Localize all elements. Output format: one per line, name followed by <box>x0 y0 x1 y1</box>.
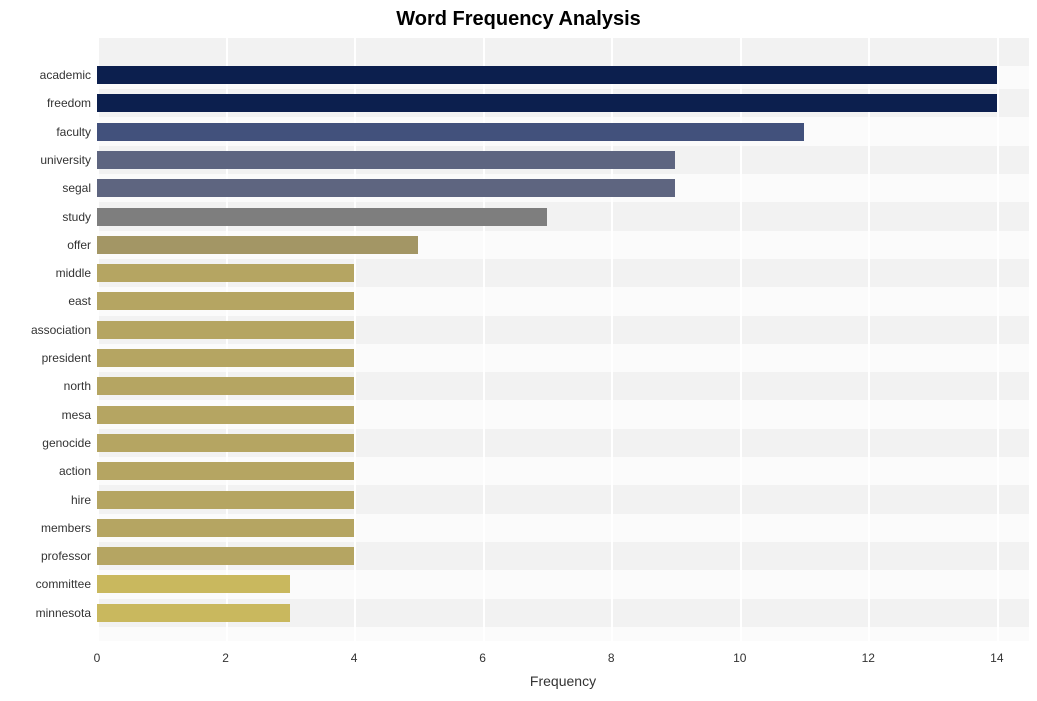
y-tick-label: action <box>0 464 91 478</box>
y-tick-label: committee <box>0 577 91 591</box>
y-tick-label: president <box>0 351 91 365</box>
bar <box>97 208 547 226</box>
y-tick-label: freedom <box>0 96 91 110</box>
x-tick-label: 4 <box>351 651 358 665</box>
bar <box>97 321 354 339</box>
x-tick-label: 8 <box>608 651 615 665</box>
y-tick-label: genocide <box>0 436 91 450</box>
y-tick-label: middle <box>0 266 91 280</box>
y-tick-label: academic <box>0 68 91 82</box>
bar <box>97 547 354 565</box>
bar <box>97 179 675 197</box>
bar <box>97 123 804 141</box>
y-tick-label: study <box>0 210 91 224</box>
plot-band <box>97 38 1029 61</box>
bar <box>97 236 418 254</box>
bar <box>97 462 354 480</box>
y-tick-label: offer <box>0 238 91 252</box>
y-tick-label: hire <box>0 493 91 507</box>
bar <box>97 491 354 509</box>
chart-container: Word Frequency Analysis academic freedom f… <box>0 0 1037 701</box>
y-tick-label: faculty <box>0 125 91 139</box>
bar <box>97 66 997 84</box>
x-axis-title: Frequency <box>97 673 1029 689</box>
bar <box>97 292 354 310</box>
x-tick-label: 14 <box>990 651 1003 665</box>
y-tick-label: mesa <box>0 408 91 422</box>
y-tick-label: members <box>0 521 91 535</box>
x-gridline <box>997 38 999 641</box>
x-tick-label: 12 <box>862 651 875 665</box>
y-tick-label: east <box>0 294 91 308</box>
x-tick-label: 6 <box>479 651 486 665</box>
bar <box>97 151 675 169</box>
y-tick-label: professor <box>0 549 91 563</box>
plot-area <box>97 38 1029 641</box>
y-tick-label: segal <box>0 181 91 195</box>
x-tick-label: 0 <box>94 651 101 665</box>
bar <box>97 94 997 112</box>
y-tick-label: north <box>0 379 91 393</box>
bar <box>97 406 354 424</box>
y-tick-label: association <box>0 323 91 337</box>
x-tick-label: 2 <box>222 651 229 665</box>
x-tick-label: 10 <box>733 651 746 665</box>
bar <box>97 519 354 537</box>
bar <box>97 604 290 622</box>
bar <box>97 434 354 452</box>
bar <box>97 264 354 282</box>
chart-title: Word Frequency Analysis <box>0 8 1037 31</box>
bar <box>97 575 290 593</box>
bar <box>97 349 354 367</box>
x-gridline <box>868 38 870 641</box>
bar <box>97 377 354 395</box>
y-tick-label: university <box>0 153 91 167</box>
y-tick-label: minnesota <box>0 606 91 620</box>
